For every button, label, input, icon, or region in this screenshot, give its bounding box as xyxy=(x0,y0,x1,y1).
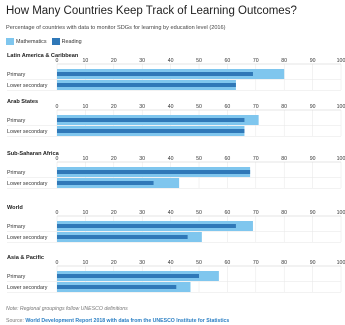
tick-label-arab-states: 60 xyxy=(225,104,231,110)
legend-label-reading: Reading xyxy=(61,38,82,45)
tick-label-sub-saharan-africa: 90 xyxy=(310,156,316,162)
tick-label-latin-america-caribbean: 10 xyxy=(83,58,89,64)
tick-label-latin-america-caribbean: 50 xyxy=(196,58,202,64)
tick-label-world: 30 xyxy=(139,210,145,216)
tick-label-latin-america-caribbean: 30 xyxy=(139,58,145,64)
tick-label-latin-america-caribbean: 90 xyxy=(310,58,316,64)
tick-label-arab-states: 50 xyxy=(196,104,202,110)
bar-reading-latin-america-caribbean-primary xyxy=(57,72,253,76)
tick-label-sub-saharan-africa: 50 xyxy=(196,156,202,162)
tick-label-asia-pacific: 50 xyxy=(196,260,202,266)
tick-label-asia-pacific: 40 xyxy=(168,260,174,266)
tick-label-latin-america-caribbean: 40 xyxy=(168,58,174,64)
chart-source: Source: World Development Report 2018 wi… xyxy=(6,318,229,324)
tick-label-arab-states: 20 xyxy=(111,104,117,110)
group-label-world: World xyxy=(7,205,23,211)
row-label-primary: Primary xyxy=(7,274,26,280)
tick-label-asia-pacific: 60 xyxy=(225,260,231,266)
tick-label-asia-pacific: 30 xyxy=(139,260,145,266)
bar-reading-sub-saharan-africa-lower-secondary xyxy=(57,181,154,185)
source-link[interactable]: World Development Report 2018 with data … xyxy=(25,318,230,324)
tick-label-world: 20 xyxy=(111,210,117,216)
tick-label-asia-pacific: 70 xyxy=(253,260,259,266)
tick-label-world: 10 xyxy=(83,210,89,216)
tick-label-world: 100 xyxy=(337,210,345,216)
tick-label-sub-saharan-africa: 60 xyxy=(225,156,231,162)
source-prefix: Source: xyxy=(6,318,24,324)
bar-reading-latin-america-caribbean-lower-secondary xyxy=(57,83,236,87)
chart-title: How Many Countries Keep Track of Learnin… xyxy=(6,5,297,17)
tick-label-sub-saharan-africa: 70 xyxy=(253,156,259,162)
tick-label-asia-pacific: 90 xyxy=(310,260,316,266)
row-label-lower-secondary: Lower secondary xyxy=(7,129,48,135)
tick-label-asia-pacific: 80 xyxy=(281,260,287,266)
group-label-arab-states: Arab States xyxy=(7,99,38,105)
tick-label-latin-america-caribbean: 0 xyxy=(56,58,59,64)
tick-label-asia-pacific: 0 xyxy=(56,260,59,266)
bar-reading-arab-states-lower-secondary xyxy=(57,129,245,133)
row-label-primary: Primary xyxy=(7,72,26,78)
tick-label-world: 60 xyxy=(225,210,231,216)
tick-label-sub-saharan-africa: 80 xyxy=(281,156,287,162)
chart-subtitle: Percentage of countries with data to mon… xyxy=(6,25,226,31)
bar-reading-world-lower-secondary xyxy=(57,235,188,239)
tick-label-sub-saharan-africa: 40 xyxy=(168,156,174,162)
tick-label-arab-states: 0 xyxy=(56,104,59,110)
chart-note: Note: Regional groupings follow UNESCO d… xyxy=(6,306,128,312)
group-label-latin-america-caribbean: Latin America & Caribbean xyxy=(7,53,79,59)
tick-label-sub-saharan-africa: 100 xyxy=(337,156,345,162)
tick-label-arab-states: 70 xyxy=(253,104,259,110)
row-label-lower-secondary: Lower secondary xyxy=(7,285,48,291)
legend-item-mathematics: Mathematics xyxy=(6,38,47,45)
tick-label-latin-america-caribbean: 100 xyxy=(337,58,345,64)
row-label-lower-secondary: Lower secondary xyxy=(7,83,48,89)
tick-label-asia-pacific: 100 xyxy=(337,260,345,266)
tick-label-world: 90 xyxy=(310,210,316,216)
bar-reading-asia-pacific-primary xyxy=(57,274,199,278)
bar-reading-sub-saharan-africa-primary xyxy=(57,170,251,174)
row-label-primary: Primary xyxy=(7,170,26,176)
tick-label-sub-saharan-africa: 30 xyxy=(139,156,145,162)
row-label-primary: Primary xyxy=(7,118,26,124)
group-label-sub-saharan-africa: Sub-Saharan Africa xyxy=(7,151,60,157)
tick-label-sub-saharan-africa: 0 xyxy=(56,156,59,162)
tick-label-arab-states: 90 xyxy=(310,104,316,110)
tick-label-world: 80 xyxy=(281,210,287,216)
tick-label-world: 0 xyxy=(56,210,59,216)
tick-label-asia-pacific: 20 xyxy=(111,260,117,266)
tick-label-arab-states: 10 xyxy=(83,104,89,110)
tick-label-arab-states: 40 xyxy=(168,104,174,110)
tick-label-latin-america-caribbean: 70 xyxy=(253,58,259,64)
bar-reading-asia-pacific-lower-secondary xyxy=(57,285,177,289)
tick-label-sub-saharan-africa: 20 xyxy=(111,156,117,162)
tick-label-world: 70 xyxy=(253,210,259,216)
tick-label-sub-saharan-africa: 10 xyxy=(83,156,89,162)
row-label-lower-secondary: Lower secondary xyxy=(7,235,48,241)
legend-swatch-mathematics xyxy=(6,38,14,45)
tick-label-world: 40 xyxy=(168,210,174,216)
row-label-lower-secondary: Lower secondary xyxy=(7,181,48,187)
tick-label-latin-america-caribbean: 20 xyxy=(111,58,117,64)
tick-label-arab-states: 80 xyxy=(281,104,287,110)
bar-reading-world-primary xyxy=(57,224,236,228)
tick-label-arab-states: 100 xyxy=(337,104,345,110)
group-label-asia-pacific: Asia & Pacific xyxy=(7,255,44,261)
row-label-primary: Primary xyxy=(7,224,26,230)
tick-label-latin-america-caribbean: 60 xyxy=(225,58,231,64)
tick-label-arab-states: 30 xyxy=(139,104,145,110)
legend-label-mathematics: Mathematics xyxy=(16,38,47,45)
bar-reading-arab-states-primary xyxy=(57,118,245,122)
tick-label-latin-america-caribbean: 80 xyxy=(281,58,287,64)
tick-label-world: 50 xyxy=(196,210,202,216)
legend-item-reading: Reading xyxy=(51,38,82,45)
tick-label-asia-pacific: 10 xyxy=(83,260,89,266)
legend: Mathematics Reading xyxy=(6,37,82,46)
legend-swatch-reading xyxy=(51,38,60,45)
